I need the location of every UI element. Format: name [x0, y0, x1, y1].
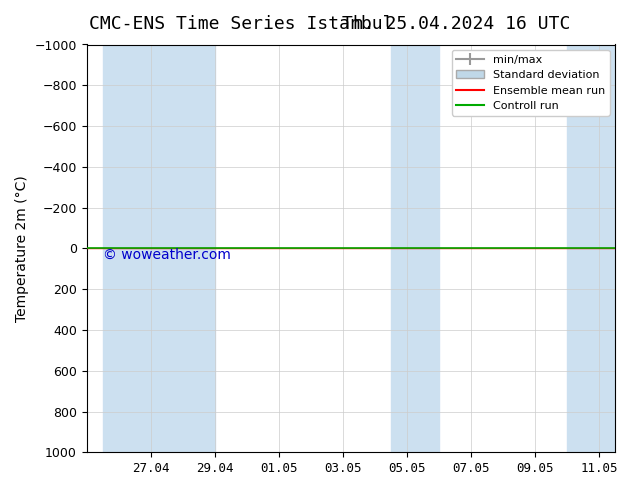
Text: © woweather.com: © woweather.com: [103, 247, 230, 262]
Bar: [567, 45, 615, 452]
Y-axis label: Temperature 2m (°C): Temperature 2m (°C): [15, 175, 29, 322]
Bar: [103, 45, 215, 452]
Bar: [391, 45, 439, 452]
Text: Th. 25.04.2024 16 UTC: Th. 25.04.2024 16 UTC: [342, 15, 571, 33]
Legend: min/max, Standard deviation, Ensemble mean run, Controll run: min/max, Standard deviation, Ensemble me…: [452, 50, 609, 116]
Text: CMC-ENS Time Series Istanbul: CMC-ENS Time Series Istanbul: [89, 15, 393, 33]
